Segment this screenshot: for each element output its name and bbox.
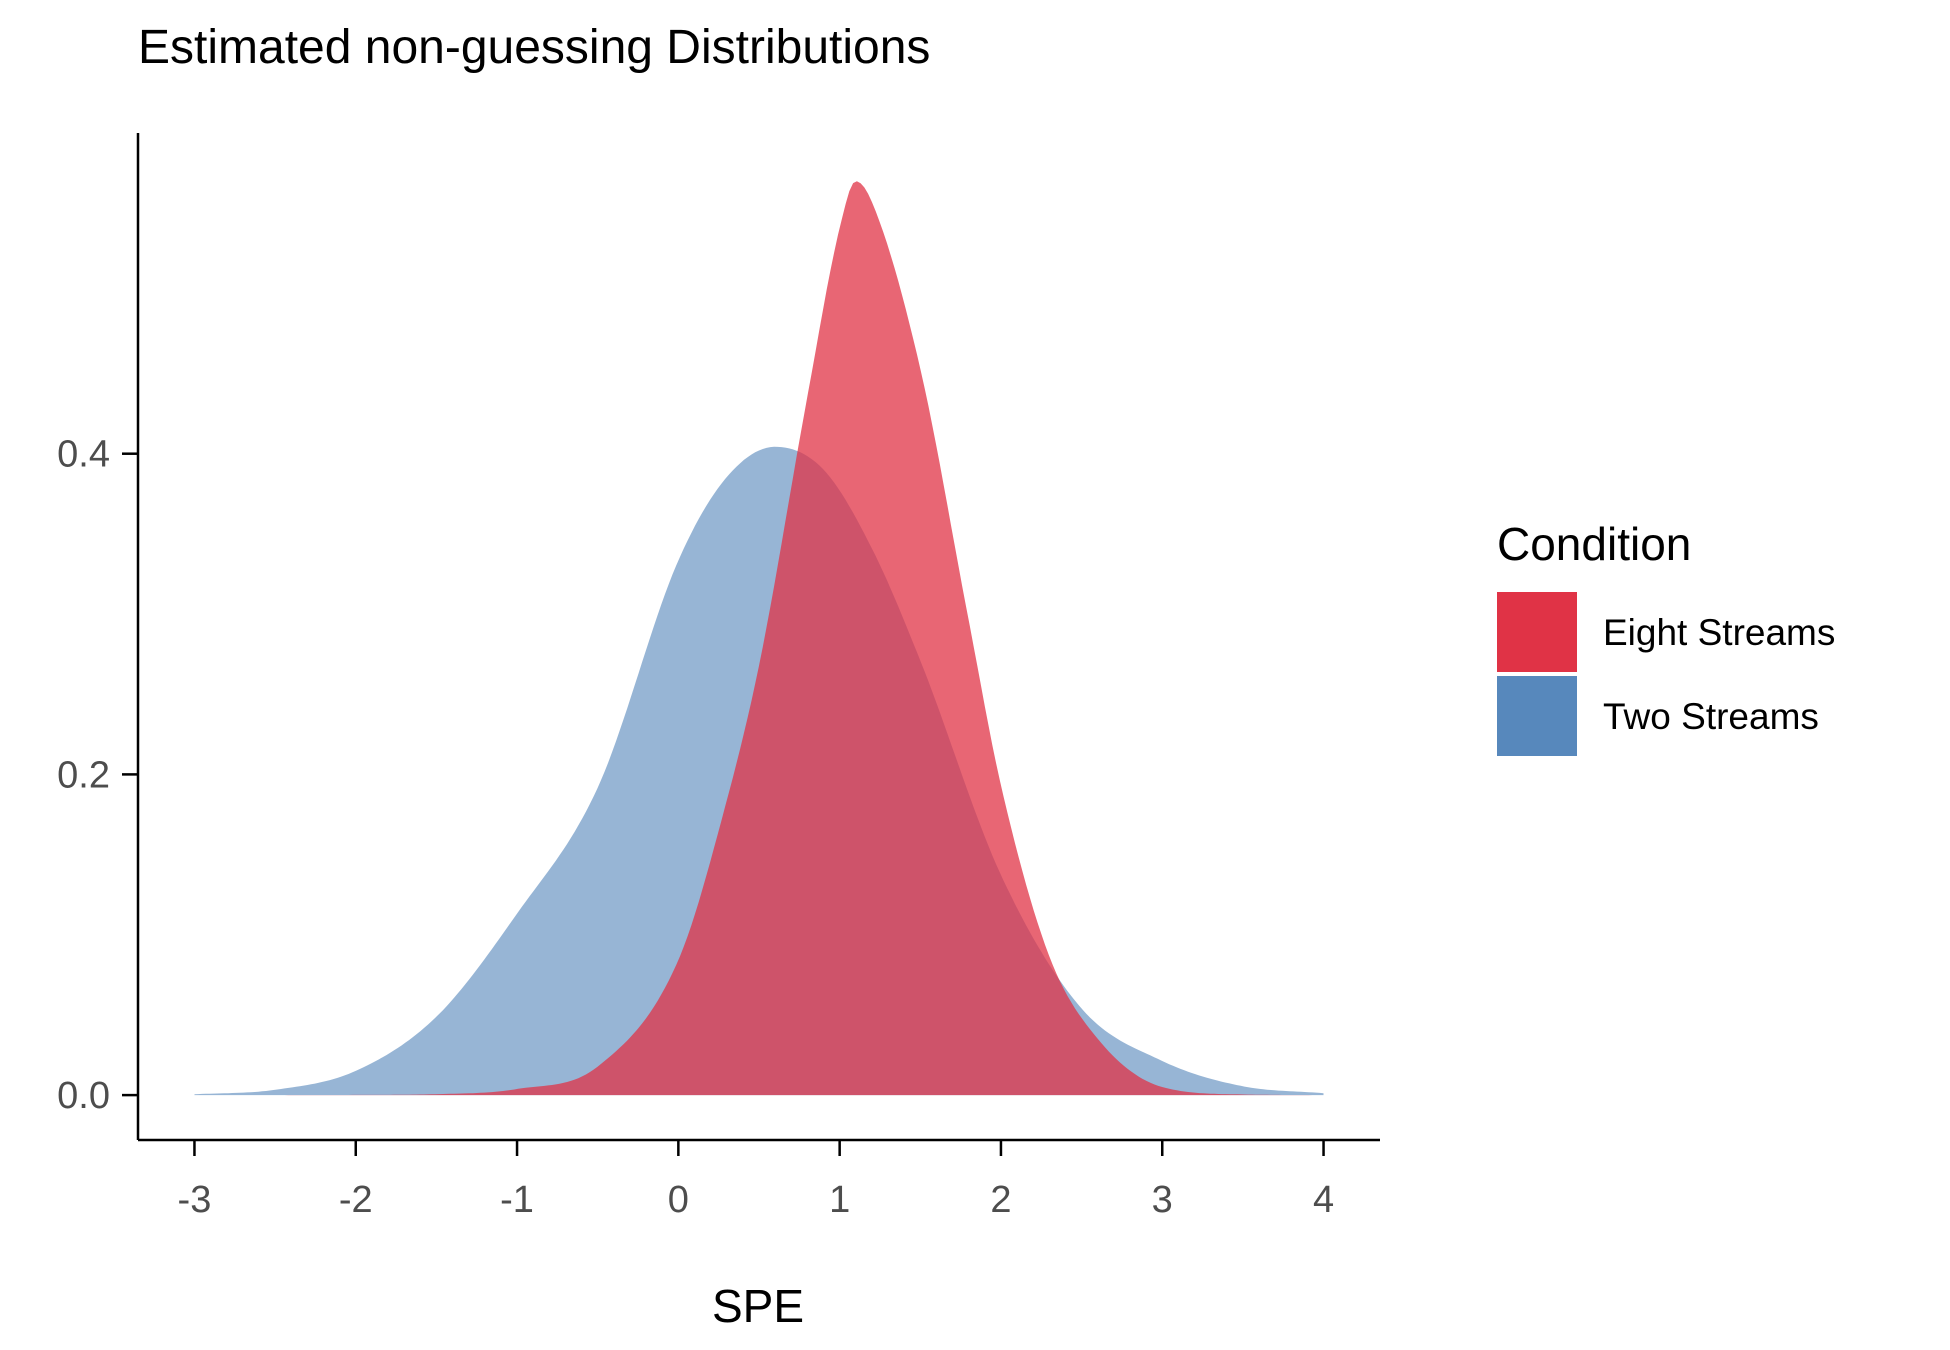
x-tick-label: 3 <box>1152 1179 1173 1221</box>
x-tick-label: -3 <box>178 1179 212 1221</box>
legend-swatch-two-streams <box>1497 676 1577 756</box>
legend-title: Condition <box>1497 518 1691 570</box>
chart-title: Estimated non-guessing Distributions <box>138 21 930 74</box>
x-tick-label: 1 <box>829 1179 850 1221</box>
plot-panel <box>194 181 1324 1096</box>
density-area-eight-streams <box>194 181 1324 1096</box>
legend-label-eight-streams: Eight Streams <box>1603 612 1835 653</box>
x-tick-label: 4 <box>1313 1179 1334 1221</box>
legend-swatch-eight-streams <box>1497 592 1577 672</box>
x-tick-label: -2 <box>339 1179 373 1221</box>
x-tick-label: -1 <box>500 1179 534 1221</box>
y-axis: 0.0 0.2 0.4 <box>57 133 140 1140</box>
y-tick-label: 0.0 <box>57 1075 110 1117</box>
x-axis-title: SPE <box>712 1280 804 1332</box>
legend: Condition Eight Streams Two Streams <box>1497 518 1835 756</box>
x-tick-label: 0 <box>668 1179 689 1221</box>
x-tick-label: 2 <box>990 1179 1011 1221</box>
y-tick-label: 0.2 <box>57 754 110 796</box>
x-axis: -3 -2 -1 0 1 2 3 4 <box>138 1138 1380 1221</box>
legend-label-two-streams: Two Streams <box>1603 696 1819 737</box>
y-tick-label: 0.4 <box>57 434 110 476</box>
